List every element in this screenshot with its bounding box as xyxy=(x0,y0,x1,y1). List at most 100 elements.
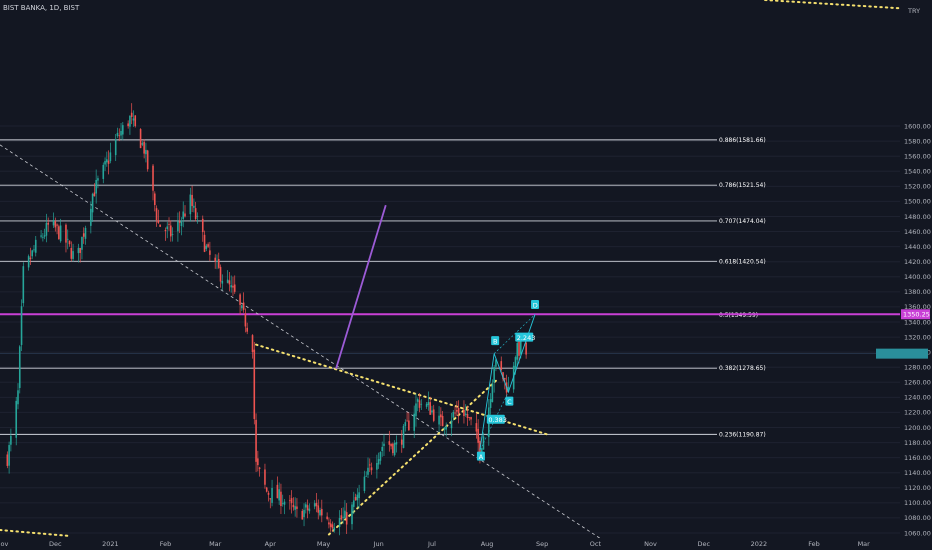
x-tick-label: Jun xyxy=(373,540,384,548)
candle-body xyxy=(233,284,236,292)
x-tick-label: Mar xyxy=(858,540,871,548)
candle-body xyxy=(502,372,504,380)
candle-body xyxy=(171,234,174,236)
candle-body xyxy=(178,221,181,223)
candle-body xyxy=(207,244,209,247)
candle-body xyxy=(54,221,57,228)
candle-body xyxy=(377,459,380,465)
candle-body xyxy=(500,361,503,370)
candle-body xyxy=(477,428,479,443)
candle-body xyxy=(429,402,431,415)
candle-body xyxy=(191,194,193,207)
candle-body xyxy=(452,411,455,418)
candle-body xyxy=(77,247,80,254)
candle-body xyxy=(308,508,311,512)
y-tick-label: 1160.00 xyxy=(904,454,931,462)
candlesticks xyxy=(6,103,527,536)
candle-body xyxy=(258,467,261,469)
candle-body xyxy=(475,423,478,432)
candle-body xyxy=(342,516,344,518)
candle-body xyxy=(313,503,316,507)
candle-body xyxy=(72,251,74,259)
candle-body xyxy=(306,505,309,511)
candle-body xyxy=(68,240,71,245)
candle-body xyxy=(79,247,81,253)
candle-body xyxy=(431,410,433,413)
candle-body xyxy=(518,339,520,356)
candle-body xyxy=(97,178,99,181)
candle-body xyxy=(329,523,332,527)
candle-body xyxy=(17,390,19,405)
candle-body xyxy=(425,403,428,407)
candle-body xyxy=(413,413,415,431)
candle-body xyxy=(139,129,142,149)
candle-body xyxy=(242,302,245,310)
candle-body xyxy=(81,236,83,250)
candle-body xyxy=(468,417,471,418)
x-tick-label: Apr xyxy=(265,540,277,548)
candle-body xyxy=(91,193,94,213)
x-tick-label: Dec xyxy=(49,540,62,548)
y-tick-label: 1260.00 xyxy=(904,379,931,387)
candle-body xyxy=(209,250,211,255)
y-tick-label: 1520.00 xyxy=(904,183,931,191)
price-axis[interactable]: 1060.00 1080.00 1100.00 1120.00 1140.00 1160.… xyxy=(876,0,932,550)
candle-body xyxy=(84,227,87,239)
candle-body xyxy=(141,143,144,145)
candle-body xyxy=(122,125,124,135)
candle-body xyxy=(326,516,328,520)
candle-body xyxy=(482,436,485,450)
time-axis-bg xyxy=(0,538,932,550)
candle-body xyxy=(280,491,282,506)
candle-body xyxy=(495,359,497,367)
candle-body xyxy=(65,224,67,243)
candle-body xyxy=(40,235,42,237)
x-tick-label: Sep xyxy=(536,540,548,548)
candle-body xyxy=(296,506,298,509)
candle-body xyxy=(507,386,510,392)
candle-body xyxy=(143,141,145,154)
candle-body xyxy=(383,443,385,446)
fib-level-label: 0.236(1190.87) xyxy=(719,431,766,438)
downtrend-line xyxy=(0,144,616,549)
candle-body xyxy=(321,508,323,516)
candle-body xyxy=(457,408,460,414)
candle-body xyxy=(159,224,161,227)
ratio-label-box xyxy=(515,332,534,342)
candle-body xyxy=(226,279,229,283)
candle-body xyxy=(328,522,330,525)
wave-label-c: C xyxy=(507,398,512,406)
candle-body xyxy=(155,208,158,221)
x-tick-label: Jul xyxy=(427,540,436,548)
candle-body xyxy=(443,427,446,430)
candle-body xyxy=(134,115,137,127)
x-tick-label: May xyxy=(317,540,331,548)
candle-body xyxy=(168,224,170,226)
candle-body xyxy=(315,502,318,507)
candle-body xyxy=(392,443,394,454)
candle-body xyxy=(289,500,291,502)
time-axis[interactable]: Nov Dec 2021 Feb Mar Apr May Jun Jul Aug Sep Oct Nov… xyxy=(0,538,932,550)
candle-body xyxy=(251,335,254,352)
candle-body xyxy=(257,458,259,466)
candle-body xyxy=(390,443,392,447)
candle-body xyxy=(388,441,391,445)
fib-level-label: 0.382(1278.65) xyxy=(719,365,766,372)
candle-body xyxy=(66,238,69,240)
candle-body xyxy=(132,118,135,121)
y-tick-label: 1400.00 xyxy=(904,273,931,281)
candle-body xyxy=(102,164,105,179)
candle-body xyxy=(47,222,49,225)
candle-body xyxy=(395,442,398,445)
candle-body xyxy=(344,510,346,519)
candle-body xyxy=(365,475,368,477)
candle-body xyxy=(20,306,23,345)
candle-body xyxy=(153,193,156,206)
candle-body xyxy=(239,294,241,305)
wave-label-box xyxy=(491,336,500,346)
fib-level-label: 0.786(1521.54) xyxy=(719,182,766,189)
y-tick-label: 1540.00 xyxy=(904,168,931,176)
fib-level-label: 0.886(1581.66) xyxy=(719,137,766,144)
